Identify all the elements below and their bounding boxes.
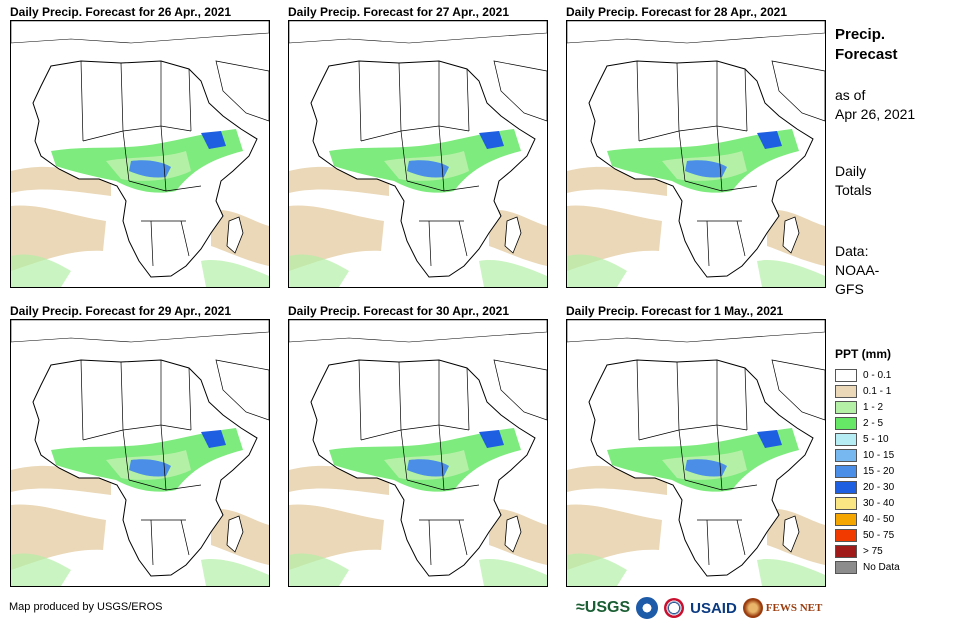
legend-swatch xyxy=(835,416,857,430)
legend-item: 20 - 30 xyxy=(835,479,935,495)
legend-item: 50 - 75 xyxy=(835,527,935,543)
data-line3: GFS xyxy=(835,281,864,297)
legend-label: > 75 xyxy=(863,545,883,557)
legend-label: 50 - 75 xyxy=(863,529,895,541)
panel-title: Daily Precip. Forecast for 1 May., 2021 xyxy=(566,304,784,318)
usaid-seal xyxy=(664,598,685,618)
fews-text: FEWS NET xyxy=(765,602,823,614)
precip-map xyxy=(566,20,826,288)
as-of-value: Apr 26, 2021 xyxy=(835,106,916,122)
daily-line1: Daily xyxy=(835,163,867,179)
legend-swatch xyxy=(835,528,857,542)
precip-map xyxy=(566,319,826,587)
legend-swatch xyxy=(835,400,857,414)
panel-title: Daily Precip. Forecast for 29 Apr., 2021 xyxy=(10,304,231,318)
precip-map xyxy=(10,319,270,587)
fews-logo: FEWS NET xyxy=(742,598,823,618)
panel-title: Daily Precip. Forecast for 30 Apr., 2021 xyxy=(288,304,509,318)
fews-globe-icon xyxy=(742,598,763,618)
data-line1: Data: xyxy=(835,243,869,259)
legend-item: 10 - 15 xyxy=(835,447,935,463)
legend-item: No Data xyxy=(835,559,935,575)
legend-item: 30 - 40 xyxy=(835,495,935,511)
legend-label: 5 - 10 xyxy=(863,433,889,445)
legend-item: 2 - 5 xyxy=(835,415,935,431)
logo-strip: ≈USGS USAID FEWS NET xyxy=(576,594,828,622)
legend-swatch xyxy=(835,512,857,526)
forecast-panel-3: Daily Precip. Forecast for 28 Apr., 2021 xyxy=(566,4,826,288)
legend-swatch xyxy=(835,496,857,510)
legend-label: 40 - 50 xyxy=(863,513,895,525)
legend: 0 - 0.1 0.1 - 1 1 - 2 2 - 5 5 - 10 10 - 15 15 … xyxy=(835,367,935,575)
legend-label: 15 - 20 xyxy=(863,465,895,477)
forecast-panel-1: Daily Precip. Forecast for 26 Apr., 2021 xyxy=(10,4,270,288)
panel-title: Daily Precip. Forecast for 28 Apr., 2021 xyxy=(566,5,787,19)
as-of-label: as of xyxy=(835,87,866,103)
side-title: Precip. Forecast xyxy=(835,25,898,65)
precip-map xyxy=(288,20,548,288)
legend-label: 10 - 15 xyxy=(863,449,895,461)
forecast-panel-4: Daily Precip. Forecast for 29 Apr., 2021 xyxy=(10,303,270,587)
legend-item: > 75 xyxy=(835,543,935,559)
legend-title: PPT (mm) xyxy=(835,347,892,361)
side-title-line2: Forecast xyxy=(835,46,898,63)
forecast-panel-2: Daily Precip. Forecast for 27 Apr., 2021 xyxy=(288,4,548,288)
legend-item: 15 - 20 xyxy=(835,463,935,479)
legend-item: 1 - 2 xyxy=(835,399,935,415)
legend-item: 40 - 50 xyxy=(835,511,935,527)
legend-swatch xyxy=(835,560,857,574)
noaa-logo xyxy=(636,597,659,619)
legend-swatch xyxy=(835,544,857,558)
legend-item: 0.1 - 1 xyxy=(835,383,935,399)
panel-title: Daily Precip. Forecast for 26 Apr., 2021 xyxy=(10,5,231,19)
data-source: Data: NOAA- GFS xyxy=(835,242,879,299)
legend-label: 0.1 - 1 xyxy=(863,385,892,397)
noaa-seal-icon xyxy=(636,597,659,619)
legend-item: 0 - 0.1 xyxy=(835,367,935,383)
legend-label: 0 - 0.1 xyxy=(863,369,892,381)
side-title-line1: Precip. xyxy=(835,26,886,43)
legend-label: 30 - 40 xyxy=(863,497,895,509)
legend-swatch xyxy=(835,384,857,398)
legend-label: 2 - 5 xyxy=(863,417,884,429)
legend-swatch xyxy=(835,448,857,462)
map-credit: Map produced by USGS/EROS xyxy=(9,601,163,613)
panel-title: Daily Precip. Forecast for 27 Apr., 2021 xyxy=(288,5,509,19)
legend-label: 1 - 2 xyxy=(863,401,884,413)
usaid-logo: USAID xyxy=(690,599,737,617)
legend-label: 20 - 30 xyxy=(863,481,895,493)
usaid-seal-icon xyxy=(664,598,685,618)
legend-item: 5 - 10 xyxy=(835,431,935,447)
legend-swatch xyxy=(835,464,857,478)
daily-line2: Totals xyxy=(835,182,872,198)
precip-map xyxy=(288,319,548,587)
daily-totals-label: Daily Totals xyxy=(835,162,872,200)
legend-swatch xyxy=(835,432,857,446)
precip-map xyxy=(10,20,270,288)
forecast-panel-5: Daily Precip. Forecast for 30 Apr., 2021 xyxy=(288,303,548,587)
legend-label: No Data xyxy=(863,561,900,573)
data-line2: NOAA- xyxy=(835,262,880,278)
legend-swatch xyxy=(835,368,857,382)
as-of-date: as of Apr 26, 2021 xyxy=(835,86,915,124)
usgs-logo: ≈USGS xyxy=(576,599,631,616)
forecast-panel-6: Daily Precip. Forecast for 1 May., 2021 xyxy=(566,303,826,587)
legend-swatch xyxy=(835,480,857,494)
